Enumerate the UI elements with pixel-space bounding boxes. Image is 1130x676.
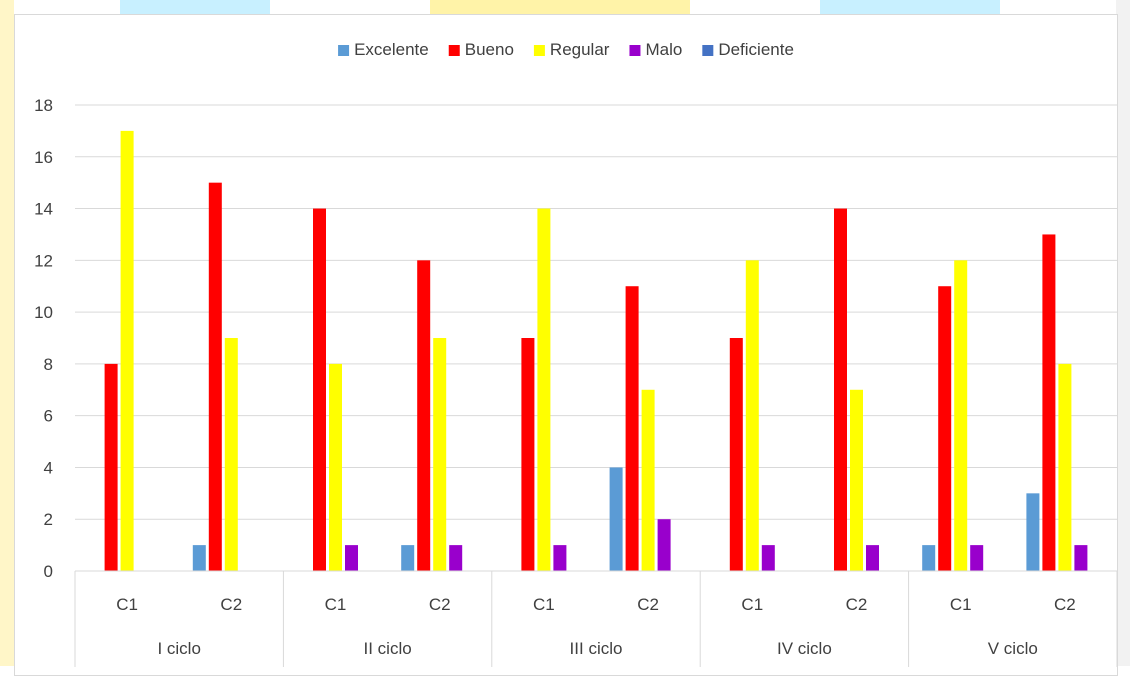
x-tick-label: C2 xyxy=(846,595,868,614)
bar-regular-5 xyxy=(641,389,655,571)
legend-swatch-deficiente xyxy=(702,45,714,56)
legend-label-bueno: Bueno xyxy=(465,40,514,59)
x-tick-label: C2 xyxy=(637,595,659,614)
legend-label-deficiente: Deficiente xyxy=(718,40,794,59)
bar-bueno-4 xyxy=(521,338,535,571)
bar-malo-4 xyxy=(553,545,567,571)
x-tick-label: C1 xyxy=(533,595,555,614)
y-tick-label: 18 xyxy=(34,96,53,115)
bar-regular-7 xyxy=(850,389,863,571)
y-tick-label: 4 xyxy=(44,458,53,477)
bar-excelente-8 xyxy=(922,545,936,571)
legend-swatch-excelente xyxy=(338,45,350,56)
y-tick-label: 0 xyxy=(44,562,53,581)
bar-bueno-3 xyxy=(417,260,431,571)
bar-bueno-7 xyxy=(834,208,847,572)
bar-regular-6 xyxy=(745,260,759,571)
background-stripe-top-left xyxy=(120,0,270,14)
bar-excelente-3 xyxy=(401,545,415,571)
x-group-label: III ciclo xyxy=(570,639,623,658)
x-tick-label: C1 xyxy=(325,595,347,614)
y-tick-label: 16 xyxy=(34,148,53,167)
bar-bueno-9 xyxy=(1042,234,1056,571)
x-tick-label: C1 xyxy=(116,595,138,614)
bar-series xyxy=(104,130,1088,572)
bar-malo-8 xyxy=(970,545,984,571)
bar-bueno-2 xyxy=(313,208,326,572)
bar-regular-1 xyxy=(224,338,238,571)
bar-excelente-1 xyxy=(192,545,206,571)
bar-bueno-5 xyxy=(625,286,639,571)
x-group-label: V ciclo xyxy=(988,639,1038,658)
legend-swatch-bueno xyxy=(448,45,460,56)
bar-regular-9 xyxy=(1058,363,1072,571)
bar-malo-2 xyxy=(345,545,358,571)
legend-swatch-regular xyxy=(533,45,545,56)
bar-chart: 0 2 4 6 8 10 12 14 16 18 C1 C2 C1 C2 C1 C2 C1 C2 C1 C2 I ci… xyxy=(34,40,1117,667)
bar-bueno-0 xyxy=(104,363,118,571)
legend-label-malo: Malo xyxy=(645,40,682,59)
bar-excelente-9 xyxy=(1026,493,1040,571)
bar-regular-2 xyxy=(329,363,342,571)
y-tick-label: 8 xyxy=(44,355,53,374)
bar-bueno-1 xyxy=(208,182,222,571)
y-tick-label: 10 xyxy=(34,303,53,322)
bar-regular-8 xyxy=(954,260,968,571)
x-tick-label: C1 xyxy=(741,595,763,614)
legend-label-excelente: Excelente xyxy=(354,40,429,59)
y-axis-tick-labels: 0 2 4 6 8 10 12 14 16 18 xyxy=(34,96,53,581)
background-stripe-top-right xyxy=(820,0,1000,14)
bar-malo-5 xyxy=(657,519,671,571)
y-tick-label: 12 xyxy=(34,251,53,270)
y-tick-label: 14 xyxy=(34,200,53,219)
y-tick-label: 2 xyxy=(44,510,53,529)
x-tick-label: C1 xyxy=(950,595,972,614)
bar-bueno-8 xyxy=(938,286,952,571)
bar-malo-3 xyxy=(449,545,463,571)
background-stripe-right xyxy=(1116,0,1130,666)
background-stripe-left xyxy=(0,0,14,666)
x-group-label: IV ciclo xyxy=(777,639,832,658)
bar-excelente-5 xyxy=(609,467,623,571)
x-tick-label: C2 xyxy=(429,595,451,614)
bar-malo-7 xyxy=(866,545,879,571)
x-axis: C1 C2 C1 C2 C1 C2 C1 C2 C1 C2 I ciclo II ciclo III c… xyxy=(74,570,1117,667)
bar-malo-6 xyxy=(761,545,775,571)
x-tick-label: C2 xyxy=(1054,595,1076,614)
bar-regular-3 xyxy=(433,338,447,571)
x-group-label: II ciclo xyxy=(364,639,412,658)
legend-swatch-malo xyxy=(629,45,641,56)
bar-regular-4 xyxy=(537,208,551,572)
bar-malo-9 xyxy=(1074,545,1088,571)
bar-regular-0 xyxy=(120,130,134,571)
x-group-label: I ciclo xyxy=(157,639,200,658)
background-stripe-top-mid xyxy=(430,0,690,14)
legend: Excelente Bueno Regular Malo Deficiente xyxy=(338,40,794,59)
x-tick-label: C2 xyxy=(220,595,242,614)
legend-label-regular: Regular xyxy=(550,40,610,59)
bar-bueno-6 xyxy=(729,338,743,571)
chart-area: 0 2 4 6 8 10 12 14 16 18 C1 C2 C1 C2 C1 C2 C1 C2 C1 C2 I ci… xyxy=(14,14,1118,676)
y-tick-label: 6 xyxy=(44,407,53,426)
